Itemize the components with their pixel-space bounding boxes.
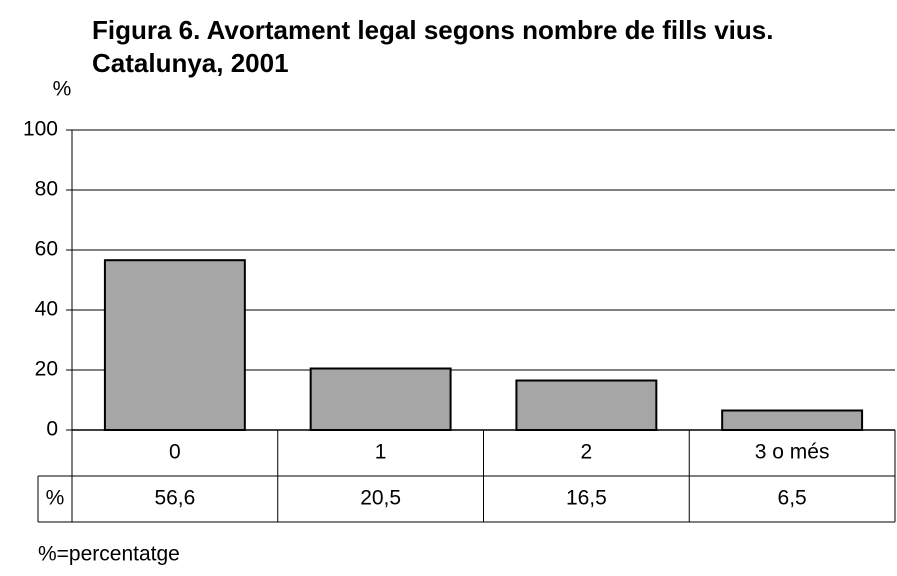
- y-tick-label: 0: [46, 418, 58, 441]
- y-tick-label: 100: [23, 118, 58, 141]
- y-tick-label: 80: [35, 178, 58, 201]
- y-tick-label: 20: [35, 358, 58, 381]
- x-tick-label: 2: [581, 441, 593, 464]
- y-tick-label: 40: [35, 298, 58, 321]
- data-table-series-name: %: [46, 487, 65, 510]
- x-tick-label: 0: [169, 441, 181, 464]
- y-axis-label: %: [53, 78, 72, 101]
- chart-title: Figura 6. Avortament legal segons nombre…: [92, 15, 774, 78]
- data-table-value: 20,5: [360, 487, 401, 510]
- note: %=percentatge: [38, 543, 180, 566]
- bar: [515, 379, 658, 431]
- x-tick-label: 3 o més: [755, 441, 830, 464]
- data-table-value: 56,6: [154, 487, 195, 510]
- data-table-value: 16,5: [566, 487, 607, 510]
- data-table-value: 6,5: [778, 487, 807, 510]
- y-tick-label: 60: [35, 238, 58, 261]
- bar: [309, 367, 452, 431]
- x-tick-label: 1: [375, 441, 387, 464]
- bar: [103, 259, 246, 432]
- bar: [721, 409, 864, 431]
